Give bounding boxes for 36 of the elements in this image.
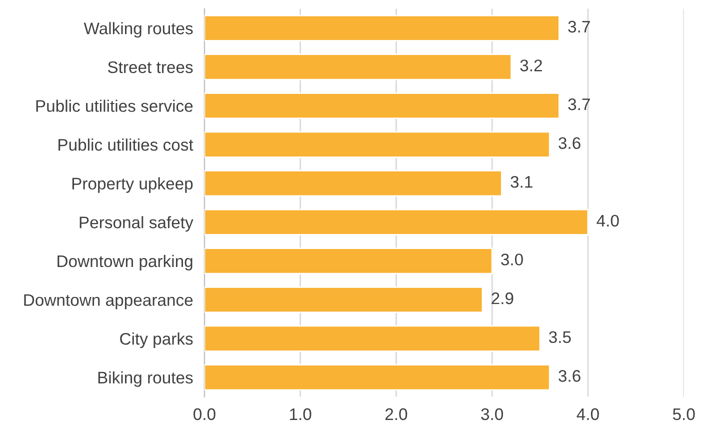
data-label: 3.6	[558, 137, 580, 150]
data-label: 3.6	[558, 370, 580, 382]
y-tick-label: Biking routes	[98, 371, 193, 387]
data-label: 2.9	[492, 292, 514, 304]
x-tick-label: 5.0	[672, 408, 695, 420]
data-label: 3.5	[549, 331, 571, 344]
data-label: 3.2	[520, 60, 542, 72]
data-label: 3.7	[568, 98, 590, 110]
bar	[204, 131, 550, 158]
bar	[204, 286, 484, 314]
bar	[204, 208, 589, 236]
data-label: 4.0	[596, 214, 619, 227]
data-label: 3.7	[568, 20, 590, 33]
x-tick-label: 2.0	[385, 408, 408, 420]
data-label: 3.0	[501, 254, 523, 266]
y-tick-label: Street trees	[108, 61, 193, 74]
y-tick-label: Personal safety	[80, 216, 194, 232]
x-tick-label: 3.0	[481, 408, 504, 420]
bar	[204, 14, 560, 42]
y-tick-label: Downtown appearance	[24, 294, 193, 310]
y-tick-label: Public utilities service	[36, 100, 193, 112]
x-tick-label: 4.0	[576, 408, 599, 420]
x-tick-label: 1.0	[290, 408, 312, 420]
data-label: 3.1	[510, 176, 532, 188]
y-tick-label: Public utilities cost	[58, 138, 194, 151]
bar	[204, 170, 502, 197]
y-tick-label: City parks	[120, 332, 193, 348]
y-tick-label: Downtown parking	[58, 254, 192, 270]
bar	[204, 364, 550, 391]
bar	[204, 325, 541, 352]
y-tick-label: Property upkeep	[72, 177, 193, 193]
y-tick-label: Walking routes	[84, 22, 193, 38]
bar	[204, 54, 512, 80]
bar	[204, 92, 560, 120]
bar	[204, 248, 493, 274]
x-tick-label: 0.0	[194, 408, 216, 420]
